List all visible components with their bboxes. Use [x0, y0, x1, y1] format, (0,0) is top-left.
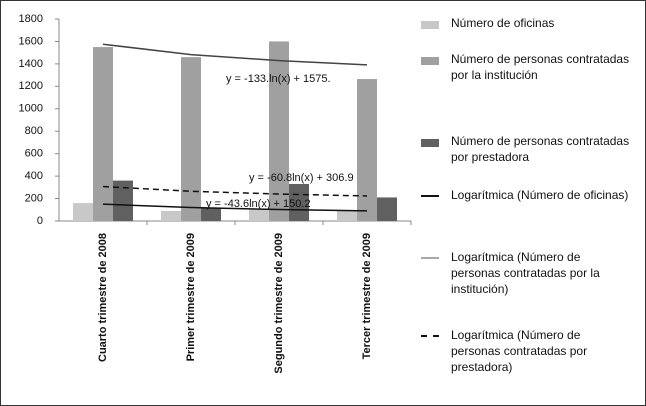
bar: [73, 203, 93, 221]
bar: [249, 209, 269, 221]
y-tick-label: 1000: [19, 103, 43, 115]
x-tick-label: Cuarto trimestre de 2008: [97, 233, 109, 362]
x-tick-label: Tercer trimestre de 2009: [361, 233, 373, 359]
trendline: [102, 43, 368, 66]
y-tick-label: 0: [37, 215, 43, 227]
equation: y = -60.8ln(x) + 306.9: [249, 172, 354, 184]
y-tick-label: 1600: [19, 35, 43, 47]
equation: y = -43.6ln(x) + 150.2: [206, 198, 311, 210]
bar: [357, 79, 377, 222]
legend-swatch: [421, 195, 439, 197]
y-tick-label: 600: [25, 148, 43, 160]
legend-label: Logarítmica (Número de personas contrata…: [451, 250, 600, 296]
x-tick-label: Primer trimestre de 2009: [185, 233, 197, 361]
legend-item: Número de personas contratadas por prest…: [421, 133, 636, 165]
y-tick-label: 400: [25, 170, 43, 182]
x-tick-label: Segundo trimestre de 2009: [273, 233, 285, 374]
bar: [181, 57, 201, 222]
legend-label: Logarítmica (Número de personas contrata…: [451, 328, 588, 374]
bar: [337, 210, 357, 221]
legend-item: Logarítmica (Número de personas contrata…: [421, 249, 636, 297]
legend-item: Logarítmica (Número de oficinas): [421, 187, 636, 203]
bar: [113, 180, 133, 221]
bar: [269, 41, 289, 221]
legend-item: Número de oficinas: [421, 15, 636, 31]
legend-label: Número de personas contratadas por la in…: [451, 52, 630, 82]
bar: [201, 207, 221, 221]
legend-swatch: [421, 57, 439, 65]
bar: [377, 197, 397, 221]
bar: [93, 47, 113, 221]
legend-swatch: [421, 21, 439, 29]
bar: [289, 183, 309, 221]
legend-item: Logarítmica (Número de personas contrata…: [421, 327, 636, 375]
legend-label: Logarítmica (Número de oficinas): [451, 188, 629, 202]
legend-label: Número de oficinas: [451, 16, 555, 30]
legend-label: Número de personas contratadas por prest…: [451, 134, 630, 164]
legend-swatch: [421, 257, 439, 259]
legend-item: Número de personas contratadas por la in…: [421, 51, 636, 83]
y-tick-label: 1200: [19, 80, 43, 92]
y-tick-label: 800: [25, 125, 43, 137]
equation: y = -133.ln(x) + 1575.: [226, 73, 331, 85]
y-tick-label: 1400: [19, 58, 43, 70]
legend-swatch: [421, 335, 439, 337]
bar: [161, 210, 181, 221]
y-tick-label: 1800: [19, 13, 43, 25]
y-tick-label: 200: [25, 192, 43, 204]
trendline: [102, 203, 368, 212]
legend-swatch: [421, 139, 439, 147]
trendline: [102, 185, 368, 197]
